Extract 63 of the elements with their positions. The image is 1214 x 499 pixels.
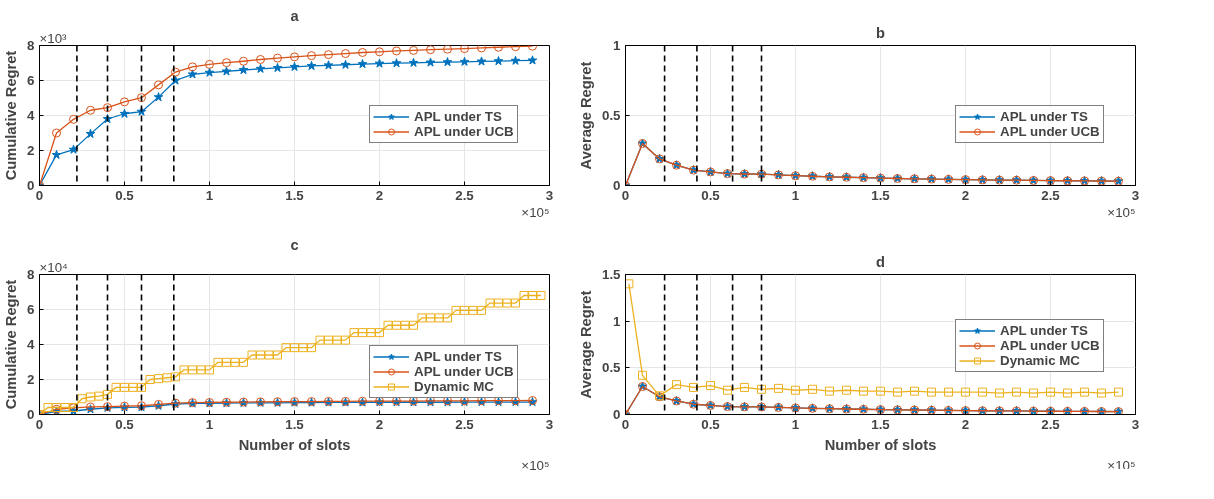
x-tick-label: 2: [375, 416, 384, 432]
x-tick-label: 0.5: [115, 187, 135, 203]
y-tick-label: 2: [27, 143, 35, 158]
x-axis-title: Number of slots: [238, 436, 351, 453]
y-tick-label: 0.5: [601, 108, 622, 123]
x-tick-label: 2.5: [1041, 187, 1061, 203]
x-tick-label: 2: [961, 187, 970, 203]
x-tick-label: 2: [961, 416, 970, 432]
x-tick-label: 0.5: [701, 416, 721, 432]
y-tick-label: 4: [27, 108, 36, 123]
y-tick-label: 8: [27, 267, 35, 282]
annotation: ×10⁴: [39, 259, 69, 275]
annotation: ×10³: [39, 30, 68, 46]
text: ×10⁵: [521, 204, 550, 220]
legend-label: Dynamic MC: [1000, 353, 1080, 368]
x-tick-label: 1.5: [871, 187, 891, 203]
x-tick-label: 1: [791, 416, 800, 432]
legend-label: APL under UCB: [414, 364, 514, 379]
x-tick-label: 2: [375, 187, 384, 203]
x-tick-label: 1: [791, 187, 800, 203]
legend-label: APL under UCB: [414, 124, 514, 139]
chart-title: c: [290, 236, 299, 253]
y-axis-title: Cumulative Regret: [3, 50, 20, 181]
y-tick-label: 1: [613, 313, 622, 329]
x-tick-label: 1: [205, 187, 214, 203]
chart-title: a: [290, 7, 300, 24]
x-tick-label: 3: [1131, 187, 1140, 203]
legend-label: APL under TS: [414, 349, 502, 364]
text: ×10⁵: [521, 457, 550, 473]
legend-label: Dynamic MC: [414, 379, 494, 394]
legend-label: APL under TS: [1000, 323, 1088, 338]
x-tick-label: 2.5: [455, 187, 475, 203]
y-axis-title: Average Regret: [577, 290, 594, 399]
y-axis-title: Cumulative Regret: [3, 279, 20, 410]
y-tick-label: 6: [27, 73, 35, 88]
text: ×10⁵: [1107, 204, 1136, 220]
x-tick-label: 3: [545, 187, 554, 203]
y-tick-label: 8: [27, 38, 35, 53]
y-tick-label: 1: [613, 38, 622, 53]
y-tick-label: 4: [27, 337, 36, 352]
x-tick-label: 1.5: [285, 416, 305, 432]
chart-title: d: [876, 253, 885, 270]
y-axis-title: Average Regret: [577, 61, 594, 170]
x-axis-title: Number of slots: [824, 436, 937, 453]
x-tick-label: 2.5: [455, 416, 475, 432]
legend-label: APL under TS: [414, 109, 502, 124]
y-tick-label: 2: [27, 372, 35, 387]
x-tick-label: 1.5: [285, 187, 305, 203]
x-tick-label: 3: [545, 416, 554, 432]
y-tick-label: 0.5: [601, 360, 622, 376]
x-tick-label: 0.5: [115, 416, 135, 432]
legend-label: APL under TS: [1000, 109, 1088, 124]
x-tick-label: 3: [1131, 416, 1140, 432]
y-tick-label: 1.5: [601, 267, 622, 282]
x-tick-label: 1.5: [871, 416, 891, 432]
chart-title: b: [876, 24, 886, 41]
x-tick-label: 1: [205, 416, 214, 432]
legend-label: APL under UCB: [1000, 338, 1100, 353]
x-tick-label: 0.5: [701, 187, 721, 203]
legend-label: APL under UCB: [1000, 124, 1100, 139]
y-tick-label: 6: [27, 302, 35, 317]
x-tick-label: 2.5: [1041, 416, 1061, 432]
text: ×10⁵: [1107, 457, 1136, 473]
